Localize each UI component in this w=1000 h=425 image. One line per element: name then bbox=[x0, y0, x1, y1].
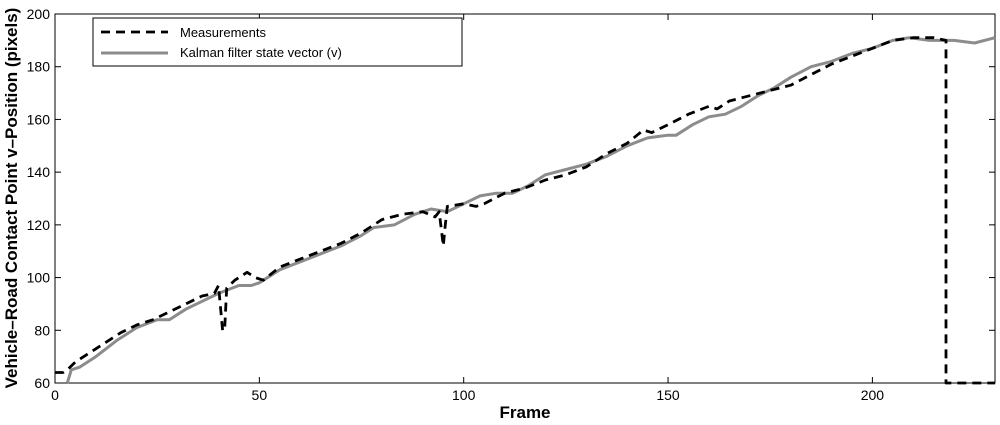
x-axis-label: Frame bbox=[499, 403, 550, 422]
y-tick-label-180: 180 bbox=[27, 59, 51, 75]
y-tick-label-60: 60 bbox=[34, 375, 50, 391]
x-tick-label-150: 150 bbox=[656, 387, 680, 403]
legend-box bbox=[92, 17, 463, 67]
x-tick-label-200: 200 bbox=[861, 387, 885, 403]
x-tick-label-50: 50 bbox=[252, 387, 268, 403]
y-axis-label: Vehicle–Road Contact Point v–Position (p… bbox=[2, 8, 21, 389]
series-layer bbox=[55, 36, 996, 385]
legend-label-measurements: Measurements bbox=[180, 25, 266, 40]
y-tick-label-80: 80 bbox=[34, 322, 50, 338]
y-tick-label-100: 100 bbox=[27, 270, 51, 286]
y-tick-label-120: 120 bbox=[27, 217, 51, 233]
tick-labels: 0 50 100 150 200 60 80 100 120 140 160 180 200 bbox=[27, 6, 885, 403]
x-tick-label-0: 0 bbox=[51, 387, 59, 403]
x-tick-label-100: 100 bbox=[452, 387, 476, 403]
y-tick-label-140: 140 bbox=[27, 164, 51, 180]
y-tick-label-200: 200 bbox=[27, 6, 51, 22]
legend-label-kalman: Kalman filter state vector (v) bbox=[180, 45, 342, 60]
y-tick-label-160: 160 bbox=[27, 111, 51, 127]
plot-area bbox=[54, 13, 996, 384]
series-line-measurements bbox=[55, 36, 995, 385]
legend: Measurements Kalman filter state vector … bbox=[92, 17, 463, 67]
